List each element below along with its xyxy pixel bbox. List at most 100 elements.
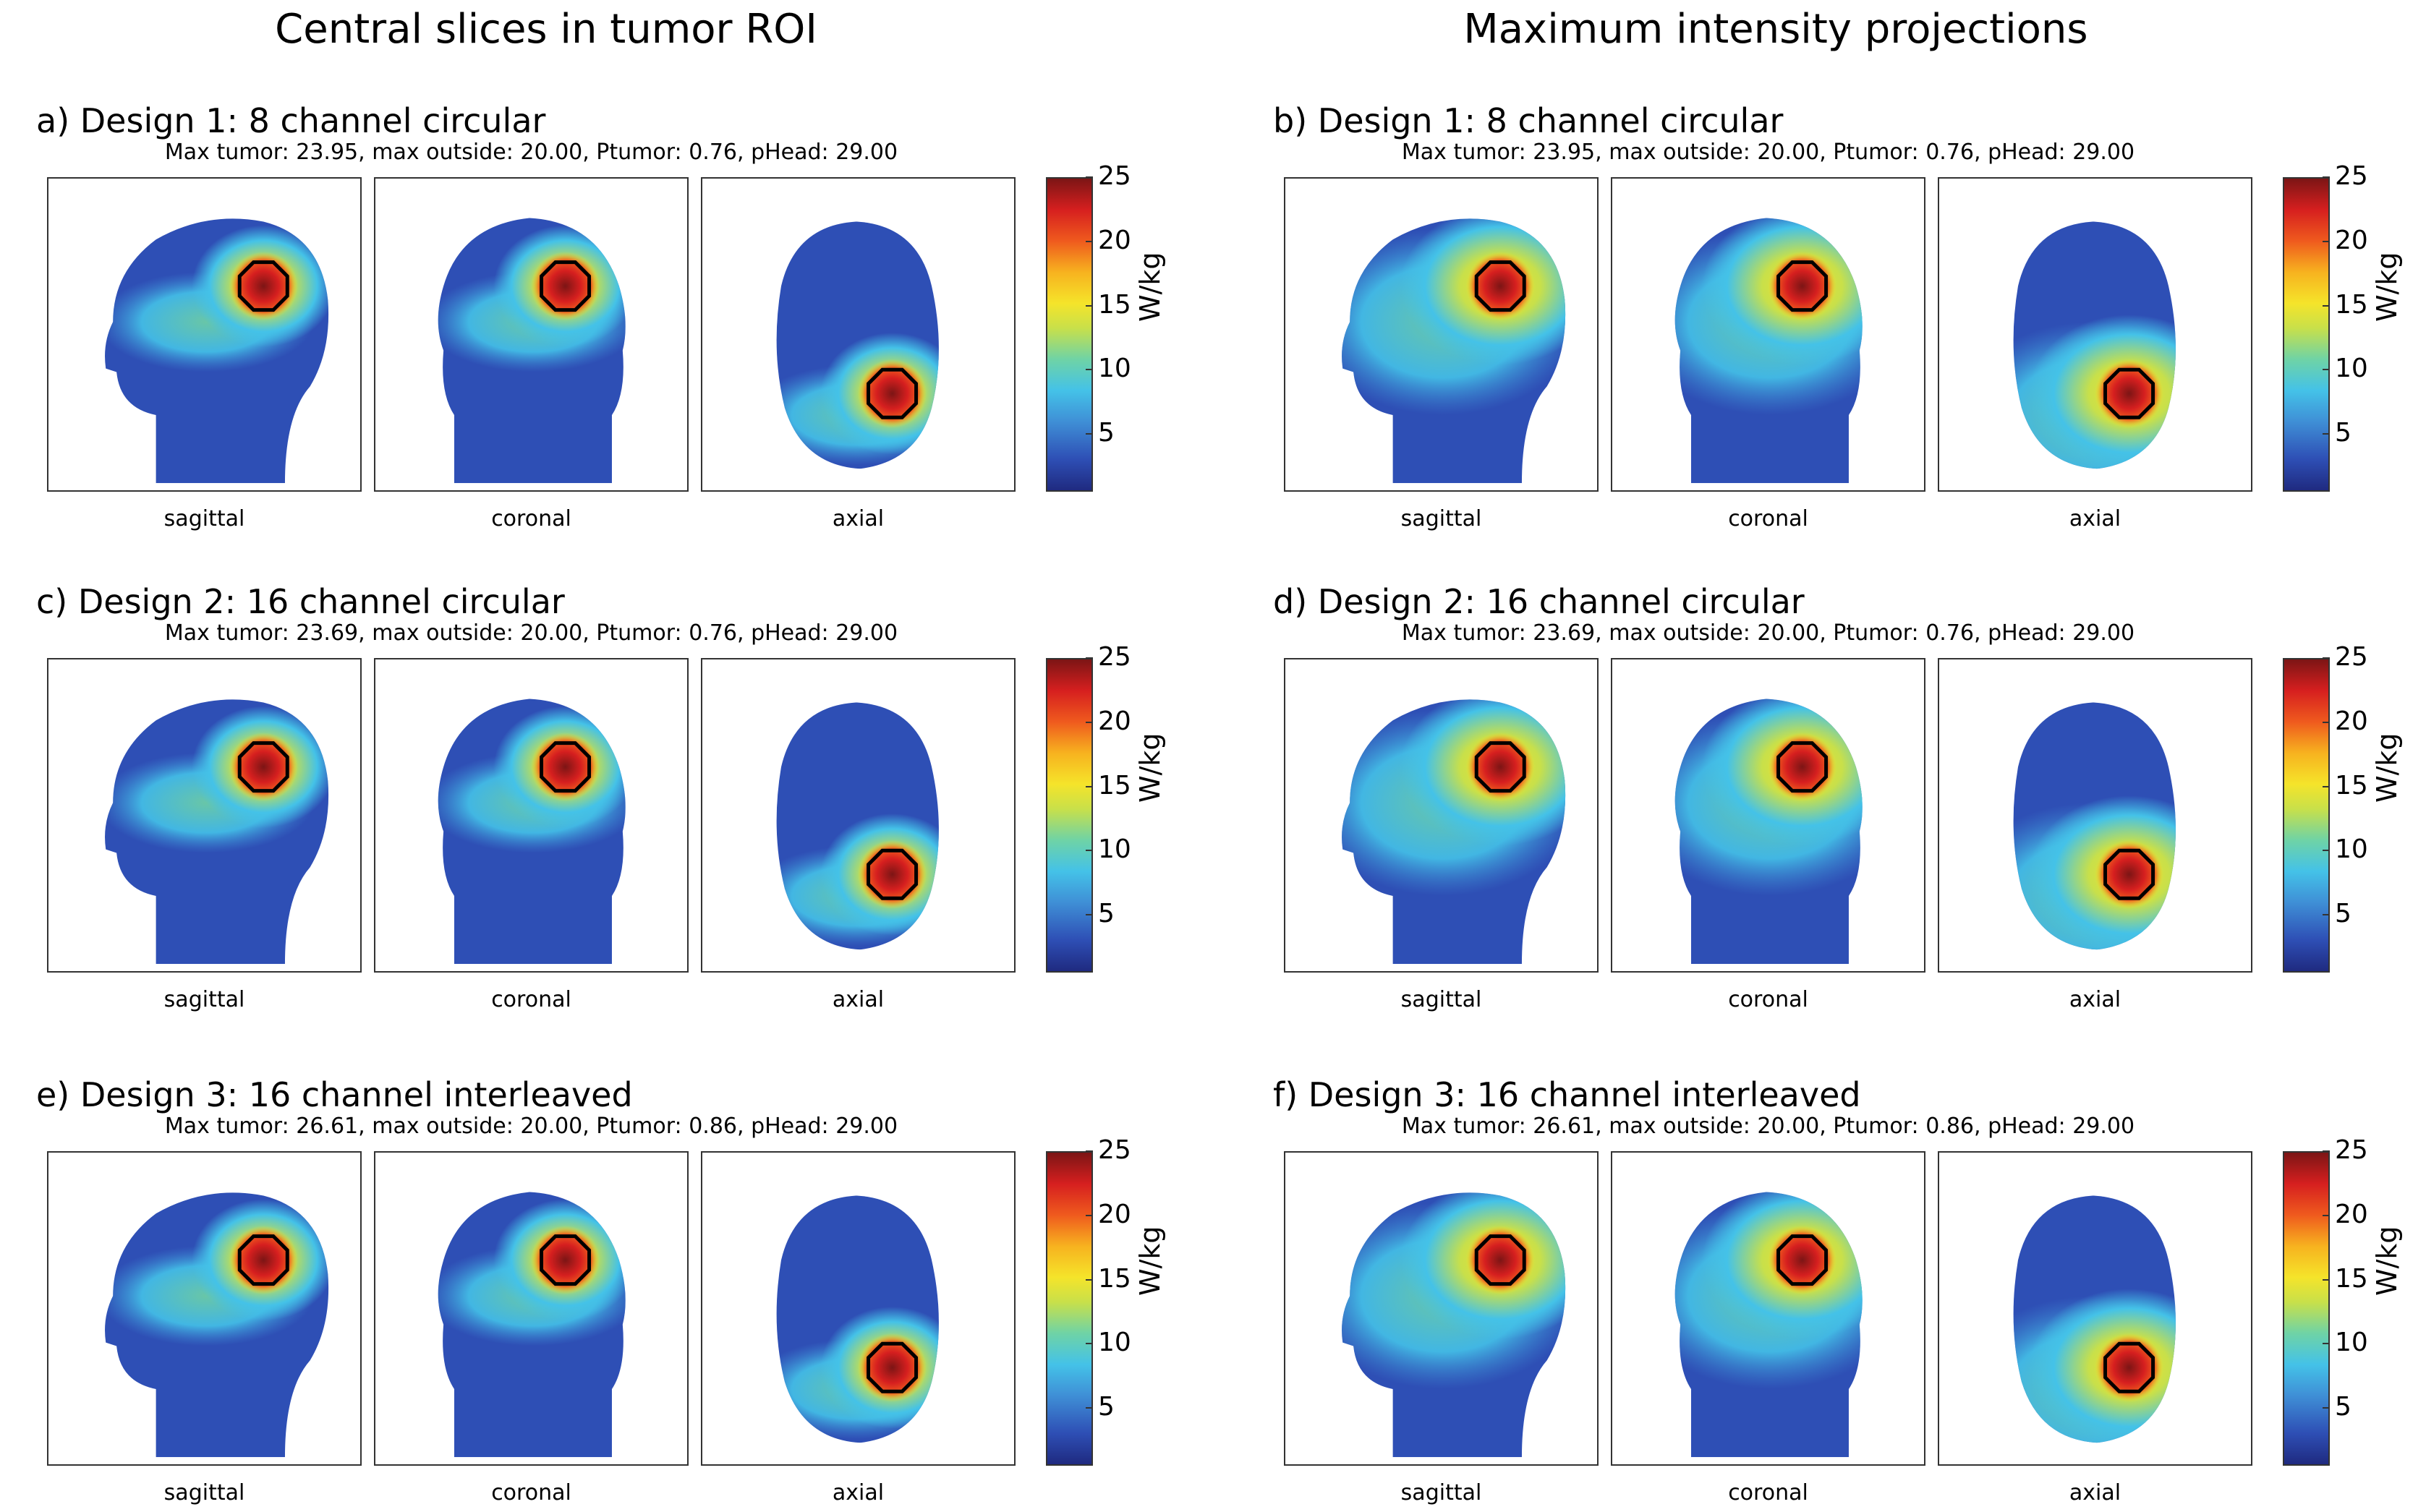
panel-title: b) Design 1: 8 channel circular xyxy=(1273,101,1784,140)
colorbar-tickmark xyxy=(1086,176,1093,178)
colorbar-tickmark xyxy=(2323,240,2330,242)
colorbar-tickmark xyxy=(1086,721,1093,723)
colorbar xyxy=(1046,1151,1093,1466)
tumor-outline xyxy=(867,367,919,419)
map-sagittal xyxy=(1284,1151,1599,1466)
colorbar-tickmark xyxy=(1086,785,1093,787)
view-label-sagittal: sagittal xyxy=(1400,506,1482,531)
colorbar-unit: W/kg xyxy=(2371,732,2403,803)
colorbar-unit: W/kg xyxy=(2371,252,2403,322)
column-title-left: Central slices in tumor ROI xyxy=(275,6,817,53)
panel-subtitle: Max tumor: 23.95, max outside: 20.00, Pt… xyxy=(164,140,898,165)
panel-subtitle: Max tumor: 26.61, max outside: 20.00, Pt… xyxy=(164,1114,898,1139)
view-label-coronal: coronal xyxy=(491,1480,571,1505)
colorbar xyxy=(1046,177,1093,492)
colorbar-tick-label: 10 xyxy=(2335,1328,2368,1358)
colorbar-tick-label: 20 xyxy=(2335,706,2368,736)
colorbar-tickmark xyxy=(2323,1150,2330,1152)
map-axial xyxy=(701,658,1016,973)
colorbar-tickmark xyxy=(1086,1407,1093,1409)
colorbar-tickmark xyxy=(2323,1343,2330,1345)
map-sagittal xyxy=(47,658,362,973)
panel-subtitle: Max tumor: 23.69, max outside: 20.00, Pt… xyxy=(164,620,898,646)
colorbar-tick-label: 5 xyxy=(2335,1392,2351,1422)
tumor-outline xyxy=(540,741,592,793)
colorbar-tickmark xyxy=(2323,433,2330,435)
colorbar-tick-label: 5 xyxy=(1098,1392,1115,1422)
tumor-outline xyxy=(1474,260,1526,312)
colorbar-tick-label: 20 xyxy=(1098,1199,1131,1229)
map-sagittal xyxy=(1284,658,1599,973)
colorbar-tick-label: 15 xyxy=(1098,289,1131,320)
tumor-outline xyxy=(1776,1234,1829,1286)
colorbar-tickmark xyxy=(2323,721,2330,723)
colorbar-tickmark xyxy=(2323,1407,2330,1409)
map-coronal xyxy=(374,177,689,492)
view-label-axial: axial xyxy=(832,506,885,531)
colorbar-tickmark xyxy=(2323,850,2330,852)
colorbar-tick-label: 5 xyxy=(2335,899,2351,929)
colorbar-tickmark xyxy=(2323,1214,2330,1216)
tumor-outline xyxy=(540,260,592,312)
colorbar-tickmark xyxy=(1086,304,1093,307)
tumor-outline xyxy=(237,1234,289,1286)
tumor-outline xyxy=(1474,741,1526,793)
colorbar-tick-label: 10 xyxy=(2335,354,2368,384)
view-label-axial: axial xyxy=(832,1480,885,1505)
colorbar-tick-label: 20 xyxy=(1098,706,1131,736)
view-label-coronal: coronal xyxy=(1728,506,1808,531)
view-label-axial: axial xyxy=(2069,1480,2121,1505)
view-label-coronal: coronal xyxy=(491,987,571,1012)
colorbar-tick-label: 20 xyxy=(2335,225,2368,255)
colorbar-tick-label: 25 xyxy=(2335,1135,2368,1165)
colorbar-tick-label: 5 xyxy=(2335,418,2351,448)
colorbar-tick-label: 5 xyxy=(1098,418,1115,448)
colorbar-tickmark xyxy=(1086,433,1093,435)
colorbar-tickmark xyxy=(1086,1343,1093,1345)
colorbar-tick-label: 15 xyxy=(2335,770,2368,800)
panel-title: d) Design 2: 16 channel circular xyxy=(1273,582,1805,621)
tumor-outline xyxy=(2103,1341,2155,1393)
view-label-sagittal: sagittal xyxy=(163,506,245,531)
view-label-coronal: coronal xyxy=(1728,1480,1808,1505)
tumor-outline xyxy=(2103,848,2155,900)
view-label-coronal: coronal xyxy=(1728,987,1808,1012)
map-coronal xyxy=(374,658,689,973)
tumor-outline xyxy=(1776,260,1829,312)
colorbar-tickmark xyxy=(1086,657,1093,659)
panel-subtitle: Max tumor: 26.61, max outside: 20.00, Pt… xyxy=(1401,1114,2135,1139)
colorbar-tick-label: 25 xyxy=(2335,161,2368,191)
colorbar-tickmark xyxy=(2323,304,2330,307)
colorbar-tick-label: 25 xyxy=(1098,1135,1131,1165)
colorbar-tick-label: 15 xyxy=(2335,289,2368,320)
panel-title: f) Design 3: 16 channel interleaved xyxy=(1273,1075,1861,1114)
colorbar-tickmark xyxy=(2323,914,2330,916)
colorbar-tickmark xyxy=(2323,1278,2330,1281)
map-axial xyxy=(701,1151,1016,1466)
view-label-axial: axial xyxy=(832,987,885,1012)
colorbar-tick-label: 15 xyxy=(1098,770,1131,800)
colorbar-tickmark xyxy=(1086,914,1093,916)
view-label-sagittal: sagittal xyxy=(1400,987,1482,1012)
colorbar-tick-label: 10 xyxy=(1098,1328,1131,1358)
colorbar xyxy=(2283,1151,2330,1466)
view-label-sagittal: sagittal xyxy=(1400,1480,1482,1505)
colorbar-unit: W/kg xyxy=(1134,732,1166,803)
map-sagittal xyxy=(1284,177,1599,492)
tumor-outline xyxy=(1474,1234,1526,1286)
tumor-outline xyxy=(540,1234,592,1286)
colorbar-tickmark xyxy=(1086,240,1093,242)
colorbar-tick-label: 25 xyxy=(1098,642,1131,672)
colorbar-tickmark xyxy=(1086,850,1093,852)
view-label-sagittal: sagittal xyxy=(163,1480,245,1505)
colorbar-unit: W/kg xyxy=(2371,1226,2403,1296)
colorbar-tickmark xyxy=(1086,1214,1093,1216)
colorbar-tickmark xyxy=(2323,657,2330,659)
map-sagittal xyxy=(47,1151,362,1466)
colorbar-tick-label: 10 xyxy=(2335,834,2368,865)
map-axial xyxy=(1938,658,2252,973)
colorbar-tickmark xyxy=(2323,785,2330,787)
panel-title: a) Design 1: 8 channel circular xyxy=(36,101,546,140)
view-label-sagittal: sagittal xyxy=(163,987,245,1012)
map-coronal xyxy=(1611,658,1925,973)
